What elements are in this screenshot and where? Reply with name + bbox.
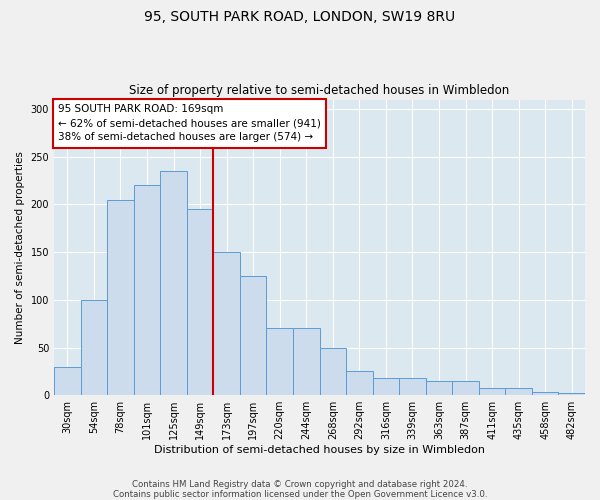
Bar [214, 252, 240, 395]
Bar [187, 209, 214, 395]
Bar [134, 186, 160, 395]
Text: 95, SOUTH PARK ROAD, LONDON, SW19 8RU: 95, SOUTH PARK ROAD, LONDON, SW19 8RU [145, 10, 455, 24]
Bar [479, 388, 505, 395]
X-axis label: Distribution of semi-detached houses by size in Wimbledon: Distribution of semi-detached houses by … [154, 445, 485, 455]
Y-axis label: Number of semi-detached properties: Number of semi-detached properties [15, 151, 25, 344]
Bar [532, 392, 559, 395]
Bar [293, 328, 320, 395]
Text: 95 SOUTH PARK ROAD: 169sqm
← 62% of semi-detached houses are smaller (941)
38% o: 95 SOUTH PARK ROAD: 169sqm ← 62% of semi… [58, 104, 321, 142]
Bar [505, 388, 532, 395]
Bar [373, 378, 399, 395]
Bar [399, 378, 426, 395]
Bar [107, 200, 134, 395]
Bar [266, 328, 293, 395]
Bar [452, 381, 479, 395]
Bar [320, 348, 346, 395]
Bar [240, 276, 266, 395]
Title: Size of property relative to semi-detached houses in Wimbledon: Size of property relative to semi-detach… [130, 84, 509, 97]
Bar [54, 366, 80, 395]
Text: Contains HM Land Registry data © Crown copyright and database right 2024.
Contai: Contains HM Land Registry data © Crown c… [113, 480, 487, 499]
Bar [346, 372, 373, 395]
Bar [80, 300, 107, 395]
Bar [426, 381, 452, 395]
Bar [559, 394, 585, 395]
Bar [160, 171, 187, 395]
